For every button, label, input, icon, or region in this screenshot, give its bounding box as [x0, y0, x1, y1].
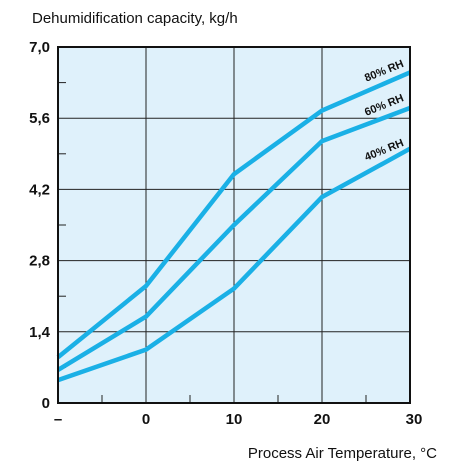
y-tick-label: 7,0: [29, 39, 50, 56]
y-tick-label: 0: [42, 395, 50, 412]
y-tick-label: 1,4: [29, 324, 51, 341]
y-tick-label: 4,2: [29, 181, 50, 198]
x-tick-label: –: [54, 411, 62, 428]
series-lines: [56, 70, 412, 383]
series-line-2: [57, 146, 412, 383]
y-axis-ticks: 0 1,4 2,8 4,2 5,6 7,0: [29, 39, 51, 412]
x-axis-label: Process Air Temperature, °C: [248, 445, 437, 462]
minor-ticks: [58, 82, 367, 403]
series-line-1: [56, 105, 411, 372]
y-tick-label: 5,6: [29, 110, 50, 127]
x-axis-ticks: – 0 10 20 30: [54, 411, 423, 428]
x-tick-label: 10: [226, 411, 243, 428]
y-tick-label: 2,8: [29, 253, 50, 270]
chart-title: Dehumidification capacity, kg/h: [32, 10, 238, 27]
x-tick-label: 30: [406, 411, 423, 428]
plot-frame: [57, 46, 411, 404]
x-tick-label: 20: [314, 411, 331, 428]
series-line-0: [56, 70, 411, 359]
x-tick-label: 0: [142, 411, 150, 428]
